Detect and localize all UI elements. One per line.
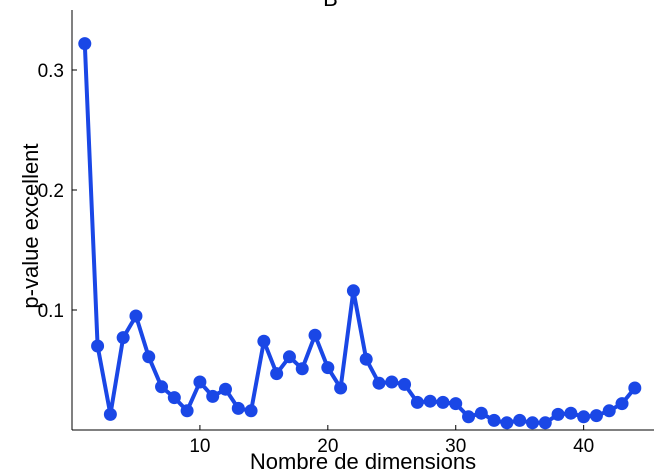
data-point <box>436 395 450 409</box>
data-point <box>410 395 424 409</box>
data-point <box>180 404 194 418</box>
data-point <box>602 404 616 418</box>
data-point <box>231 401 245 415</box>
data-point <box>398 377 412 391</box>
data-point <box>270 367 284 381</box>
data-point <box>295 362 309 376</box>
x-tick-label: 20 <box>317 436 338 457</box>
data-point <box>334 381 348 395</box>
data-point <box>615 397 629 411</box>
data-point <box>103 407 117 421</box>
series-line <box>82 43 637 425</box>
data-point <box>628 381 642 395</box>
y-axis-label: p-value excellent <box>18 143 43 309</box>
data-point <box>474 406 488 420</box>
data-point <box>257 334 271 348</box>
x-tick-label: 30 <box>445 436 466 457</box>
data-point <box>538 416 552 430</box>
data-point <box>551 407 565 421</box>
data-point <box>500 416 514 430</box>
data-point <box>564 406 578 420</box>
data-point <box>372 376 386 390</box>
data-point <box>423 394 437 408</box>
data-point <box>308 328 322 342</box>
data-point <box>359 352 373 366</box>
data-point <box>244 404 258 418</box>
data-point <box>449 397 463 411</box>
data-point <box>167 391 181 405</box>
y-tick-label: 0.3 <box>38 61 64 82</box>
data-point <box>577 410 591 424</box>
data-point <box>346 284 360 298</box>
data-point <box>78 37 92 51</box>
y-tick-label: 0.1 <box>38 301 64 322</box>
data-point <box>282 350 296 364</box>
data-point <box>193 375 207 389</box>
data-point <box>142 350 156 364</box>
data-point <box>129 309 143 323</box>
data-point <box>321 361 335 375</box>
x-axis-label: Nombre de dimensions <box>249 449 477 474</box>
data-point <box>91 339 105 353</box>
x-tick-label: 40 <box>573 436 594 457</box>
data-point <box>218 382 232 396</box>
data-point <box>589 409 603 423</box>
data-point <box>525 416 539 430</box>
data-point <box>385 375 399 389</box>
data-point <box>155 380 169 394</box>
data-point <box>513 413 527 427</box>
data-point <box>462 410 476 424</box>
data-point <box>206 389 220 403</box>
chart-title: B <box>0 0 661 12</box>
data-point <box>116 331 130 345</box>
x-tick-label: 10 <box>189 436 210 457</box>
y-tick-label: 0.2 <box>38 181 64 202</box>
data-point <box>487 413 501 427</box>
